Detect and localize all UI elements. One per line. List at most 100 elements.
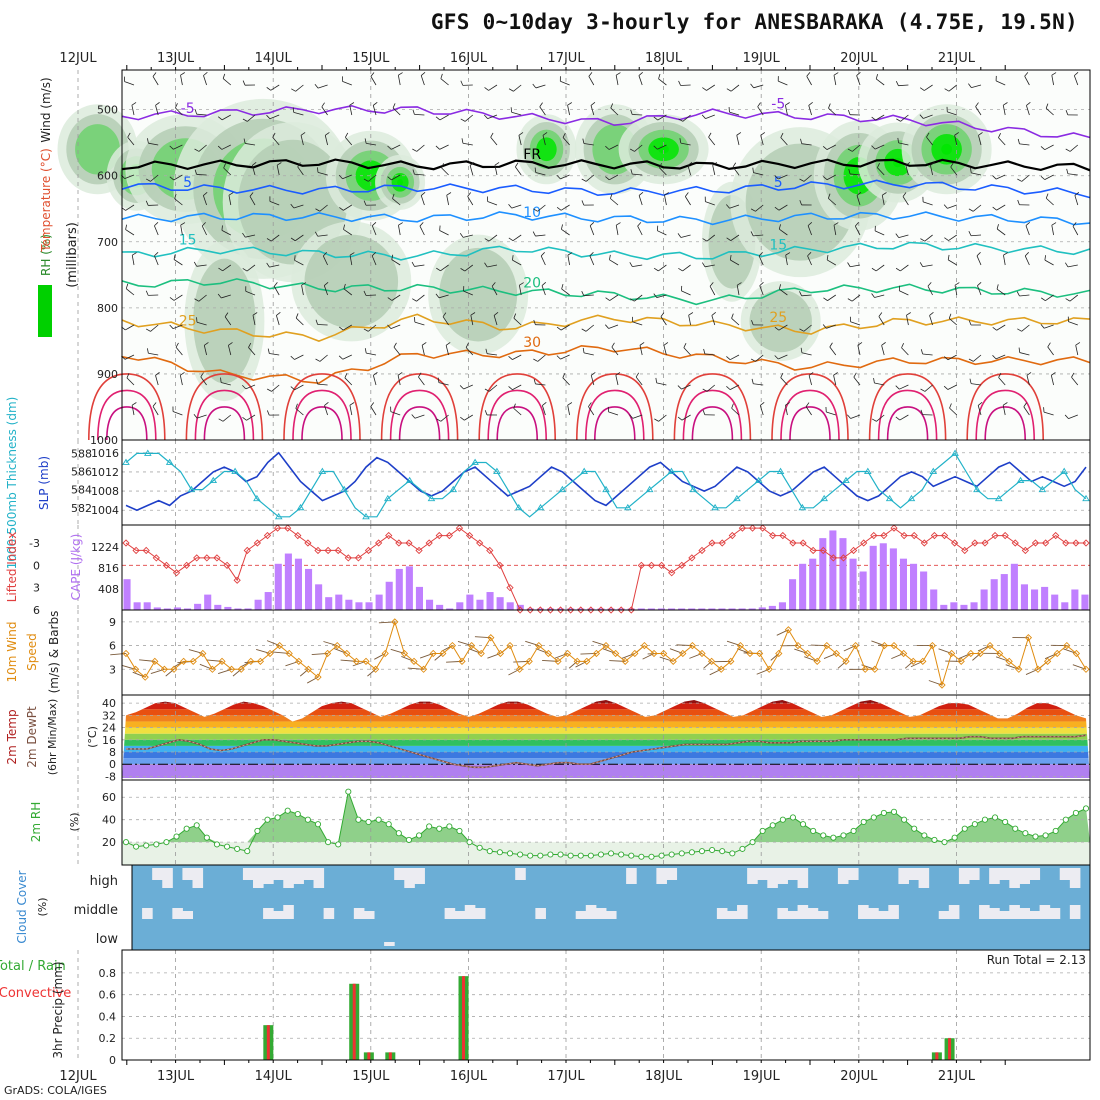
wind-barb (1051, 75, 1054, 86)
wind-barb (221, 382, 231, 386)
lifted-index-marker (839, 554, 848, 562)
rh-marker (658, 852, 665, 859)
wind-barb (464, 414, 474, 421)
cape-bar (778, 602, 786, 610)
wind-barb (412, 109, 415, 115)
temp-contour-30 (121, 344, 1091, 385)
wind-barb (902, 196, 909, 206)
cloud-mid-gap (1029, 911, 1041, 919)
wind-barb (419, 222, 424, 227)
cloud-high-gap (303, 868, 315, 880)
cape-bar (768, 605, 776, 610)
wind-barb (729, 384, 740, 390)
cape-bar (385, 581, 393, 610)
wind-speed-marker (707, 657, 716, 666)
wind-speed-marker (851, 641, 860, 650)
wind-barb (532, 231, 536, 237)
wind-barb (125, 324, 135, 331)
wind-barb (1069, 144, 1079, 152)
wind-barb (801, 294, 812, 297)
wind-barb (152, 402, 157, 407)
wind-barb (1045, 103, 1049, 109)
thickness-marker (558, 485, 567, 493)
wind-barb (169, 324, 174, 329)
wind-barb (169, 176, 174, 181)
rh-marker (992, 814, 999, 821)
wind-speed-marker (285, 649, 293, 658)
wind-barb (460, 118, 466, 122)
wind-barb (926, 132, 930, 138)
wind-barb (780, 132, 784, 138)
cloud-mid-gap (353, 908, 365, 919)
wind-barb (930, 162, 935, 166)
wind-barb (180, 75, 183, 86)
cape-bar (395, 568, 403, 610)
wind-barb (605, 297, 610, 301)
temp-contour-hot (673, 373, 752, 441)
wind-barb (608, 324, 619, 329)
wind-barb (194, 169, 197, 175)
wind-barb (949, 407, 958, 416)
wind-speed-marker (688, 641, 697, 650)
rh-marker (153, 841, 160, 848)
wind-barb (976, 255, 982, 266)
cloud-high-gap (767, 868, 778, 888)
wind-barb (851, 294, 861, 302)
rh-marker (456, 827, 463, 834)
wind-barb (826, 254, 829, 261)
wind-speed-marker (832, 649, 841, 658)
wind-barb (774, 326, 780, 331)
wind-barb (342, 354, 352, 360)
cloud-layer-label: low (96, 932, 119, 947)
wind-barb (556, 174, 561, 180)
wind-barb (562, 377, 570, 386)
rh-marker (1082, 805, 1090, 812)
wind-barb (1026, 105, 1030, 116)
wind-barb (948, 259, 958, 266)
wind-barb (293, 204, 304, 209)
wind-barb (1051, 225, 1054, 236)
wind-barb (540, 255, 546, 266)
wind-barb (126, 373, 130, 379)
wind-barb (221, 144, 231, 150)
wind-barb (1041, 297, 1046, 302)
cape-bar (910, 563, 918, 610)
wind-barb (875, 74, 878, 80)
precip-conv-bar (352, 983, 356, 1060)
wind-barb (242, 80, 246, 86)
lifted-index-marker (354, 554, 363, 562)
wind-barb (245, 290, 256, 296)
cape-bar (1051, 594, 1059, 610)
wind-barb (899, 414, 909, 421)
wind-barb (753, 234, 764, 237)
wind-barb (460, 416, 465, 421)
thickness-marker (318, 467, 327, 474)
wind-barb (900, 114, 909, 122)
wind-barb (581, 178, 587, 182)
wind-barb (440, 78, 449, 86)
cape-bar (506, 602, 514, 610)
wind-barb (688, 312, 694, 316)
wind-barb (175, 103, 178, 109)
rh-marker (931, 836, 938, 843)
wind-barb (343, 224, 345, 230)
wind-barb (152, 406, 159, 416)
cloud-mid-gap (737, 905, 748, 919)
wind-barb (269, 353, 280, 356)
cloud-low-gap (384, 942, 395, 946)
temp-contour-hot (691, 406, 734, 441)
wind-barb (196, 264, 207, 267)
wind-barb (978, 135, 982, 146)
wind-barb (687, 162, 693, 166)
rh-marker (1052, 827, 1059, 834)
wind-barb (371, 252, 377, 257)
date-label-top: 21JUL (938, 51, 976, 66)
wind-speed-marker (496, 649, 505, 658)
wind-barb (655, 377, 658, 383)
wind-barb (295, 403, 298, 409)
wind-barb (391, 259, 401, 266)
wind-barb (124, 81, 135, 86)
thickness-marker (1060, 467, 1068, 474)
rh-tick: 60 (102, 791, 116, 804)
